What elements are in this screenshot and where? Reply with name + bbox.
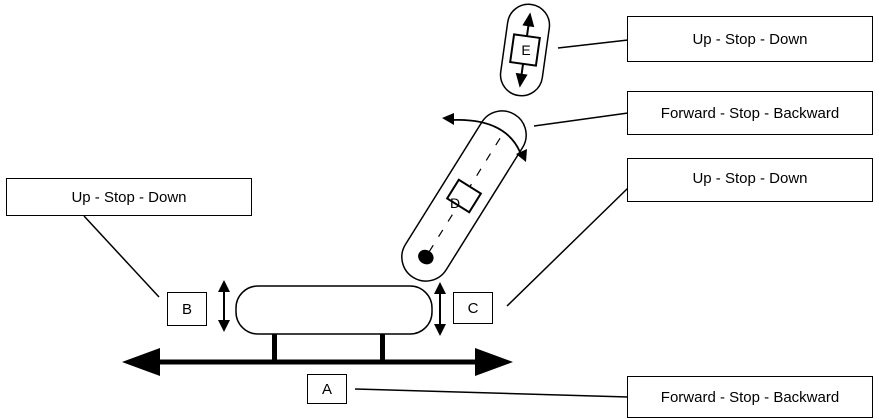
tag-b: B [167,292,207,326]
label-forward-stop-backward-a: Forward - Stop - Backward [627,376,873,418]
leader-line-e [557,39,629,49]
leader-line-c [506,187,629,307]
label-up-stop-down-b: Up - Stop - Down [6,178,252,216]
seat-leg-left [272,332,277,362]
label-forward-stop-backward-d: Forward - Stop - Backward [627,91,873,135]
seat-backrest [401,110,527,282]
seat-leg-right [380,332,385,362]
label-up-stop-down-c: Up - Stop - Down [627,158,873,202]
headrest [499,3,551,97]
leader-line-d [533,112,629,127]
leader-line-b [83,215,160,298]
seat-cushion [235,285,433,335]
leader-line-a [354,388,629,398]
recline-arrow-d [442,113,527,162]
tag-d: D [449,195,461,211]
rail-arrow [122,348,513,376]
up-down-arrow-b [218,280,230,332]
tag-c: C [453,292,493,324]
tag-e: E [521,42,531,58]
up-down-arrow-c [434,282,446,336]
tag-a: A [307,374,347,404]
label-up-stop-down-e: Up - Stop - Down [627,16,873,62]
